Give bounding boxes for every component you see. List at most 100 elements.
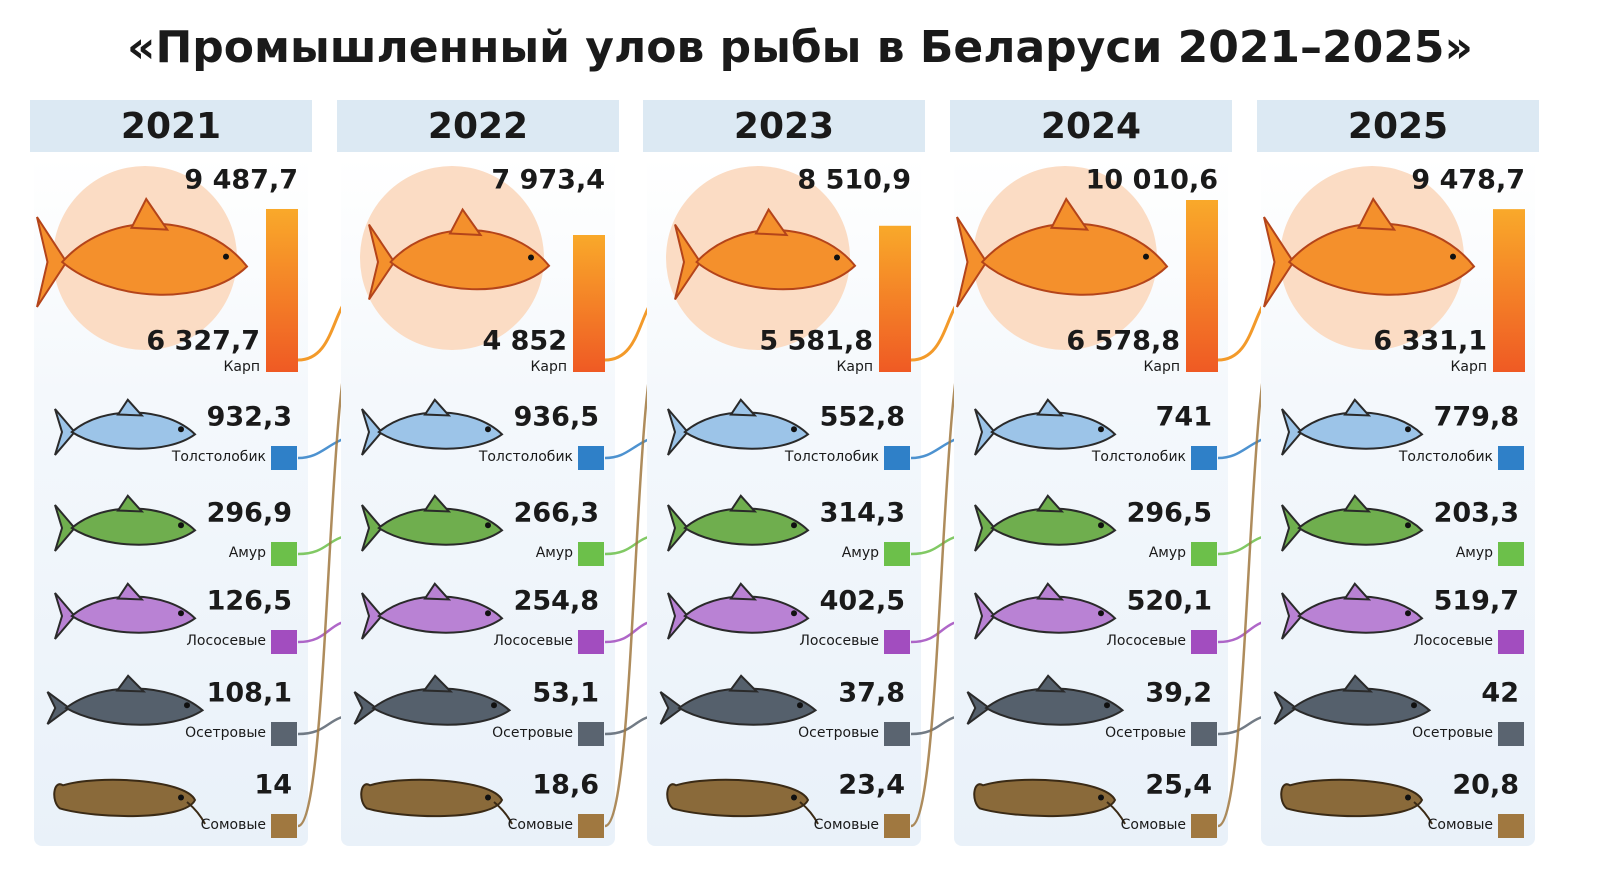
fish-fin bbox=[1036, 494, 1065, 513]
fish-icon bbox=[974, 398, 1117, 456]
year-header bbox=[643, 100, 925, 152]
species-name: Амур bbox=[1456, 545, 1493, 561]
species-name: Осетровые bbox=[492, 725, 573, 741]
species-value: 932,3 bbox=[207, 402, 292, 433]
fish-eye bbox=[485, 610, 491, 617]
columns: 2021 9 487,7 6 327,7 Карп 932,3 Толстолобик 29… bbox=[30, 100, 1539, 846]
fish-tail bbox=[659, 691, 684, 725]
fish-tail bbox=[667, 592, 689, 640]
fish-body bbox=[984, 687, 1125, 726]
species-value: 552,8 bbox=[820, 402, 905, 433]
fish-body bbox=[990, 595, 1117, 634]
fish-fin bbox=[729, 494, 758, 513]
fish-icon bbox=[966, 674, 1125, 726]
fish-eye bbox=[1104, 702, 1110, 709]
fish-fin bbox=[423, 398, 452, 417]
fish-eye bbox=[1098, 426, 1104, 433]
fish-whisker bbox=[799, 801, 819, 825]
species-swatch bbox=[1191, 722, 1217, 746]
fish-icon bbox=[1263, 197, 1476, 308]
species-swatch bbox=[1191, 446, 1217, 470]
fish-body bbox=[64, 687, 205, 726]
fish-icon bbox=[1281, 494, 1424, 552]
species-value: 53,1 bbox=[532, 678, 599, 709]
species-name: Амур bbox=[229, 545, 266, 561]
fish-whisker bbox=[186, 801, 206, 825]
species-value: 296,9 bbox=[207, 498, 292, 529]
fish-fin bbox=[1049, 197, 1090, 231]
fish-body bbox=[389, 229, 551, 291]
species-name: Толстолобик bbox=[478, 449, 573, 465]
species-name: Карп bbox=[1143, 359, 1180, 375]
total-label: 8 510,9 bbox=[797, 165, 911, 196]
species-name: Сомовые bbox=[201, 817, 266, 833]
fish-body bbox=[683, 507, 810, 546]
fish-eye bbox=[528, 254, 534, 261]
fish-body bbox=[683, 595, 810, 634]
fish-fin bbox=[728, 674, 760, 693]
fish-body bbox=[677, 687, 818, 726]
fish-fin bbox=[1343, 398, 1372, 417]
fish-eye bbox=[1098, 610, 1104, 617]
fish-body bbox=[1287, 222, 1476, 296]
species-name: Сомовые bbox=[1428, 817, 1493, 833]
species-name: Карп bbox=[1450, 359, 1487, 375]
fish-tail bbox=[1281, 592, 1303, 640]
species-name: Лососевые bbox=[186, 633, 266, 649]
fish-eye bbox=[1405, 426, 1411, 433]
species-name: Осетровые bbox=[185, 725, 266, 741]
fish-body bbox=[990, 411, 1117, 450]
fish-body bbox=[377, 595, 504, 634]
species-value: 20,8 bbox=[1452, 770, 1519, 801]
species-name: Карп bbox=[530, 359, 567, 375]
fish-icon bbox=[46, 674, 205, 726]
year-header bbox=[950, 100, 1232, 152]
fish-tail bbox=[361, 592, 383, 640]
fish-fin bbox=[116, 398, 145, 417]
fish-eye bbox=[1405, 522, 1411, 529]
fish-tail bbox=[361, 408, 383, 456]
species-name: Осетровые bbox=[1412, 725, 1493, 741]
fish-tail bbox=[361, 504, 383, 552]
carp-value: 5 581,8 bbox=[759, 326, 873, 357]
fish-tail bbox=[974, 592, 996, 640]
fish-eye bbox=[1098, 522, 1104, 529]
species-value: 39,2 bbox=[1145, 678, 1212, 709]
fish-eye bbox=[485, 426, 491, 433]
fish-eye bbox=[791, 610, 797, 617]
fish-icon bbox=[973, 778, 1126, 825]
fish-icon bbox=[36, 197, 249, 308]
fish-fin bbox=[116, 494, 145, 513]
species-value: 741 bbox=[1156, 402, 1212, 433]
species-name: Толстолобик bbox=[784, 449, 879, 465]
year-header bbox=[337, 100, 619, 152]
fish-tail bbox=[353, 691, 378, 725]
fish-tail bbox=[974, 504, 996, 552]
fish-fin bbox=[129, 197, 170, 231]
fish-eye bbox=[184, 702, 190, 709]
species-swatch bbox=[1498, 722, 1524, 746]
fish-tail bbox=[46, 691, 71, 725]
total-bar bbox=[879, 225, 911, 372]
fish-tail bbox=[1273, 691, 1298, 725]
fish-icon bbox=[974, 494, 1117, 552]
fish-body bbox=[1297, 507, 1424, 546]
fish-tail bbox=[54, 504, 76, 552]
fish-tail bbox=[667, 504, 689, 552]
species-swatch bbox=[1498, 630, 1524, 654]
fish-body bbox=[1297, 595, 1424, 634]
species-name: Амур bbox=[842, 545, 879, 561]
species-name: Амур bbox=[1149, 545, 1186, 561]
fish-body bbox=[990, 507, 1117, 546]
fish-fin bbox=[1035, 674, 1067, 693]
fish-tail bbox=[956, 216, 988, 308]
fish-tail bbox=[368, 223, 396, 301]
species-name: Карп bbox=[836, 359, 873, 375]
fish-eye bbox=[178, 794, 184, 801]
fish-fin bbox=[1356, 197, 1397, 231]
fish-body bbox=[377, 411, 504, 450]
fish-eye bbox=[178, 610, 184, 617]
fish-eye bbox=[1405, 794, 1411, 801]
species-name: Осетровые bbox=[1105, 725, 1186, 741]
